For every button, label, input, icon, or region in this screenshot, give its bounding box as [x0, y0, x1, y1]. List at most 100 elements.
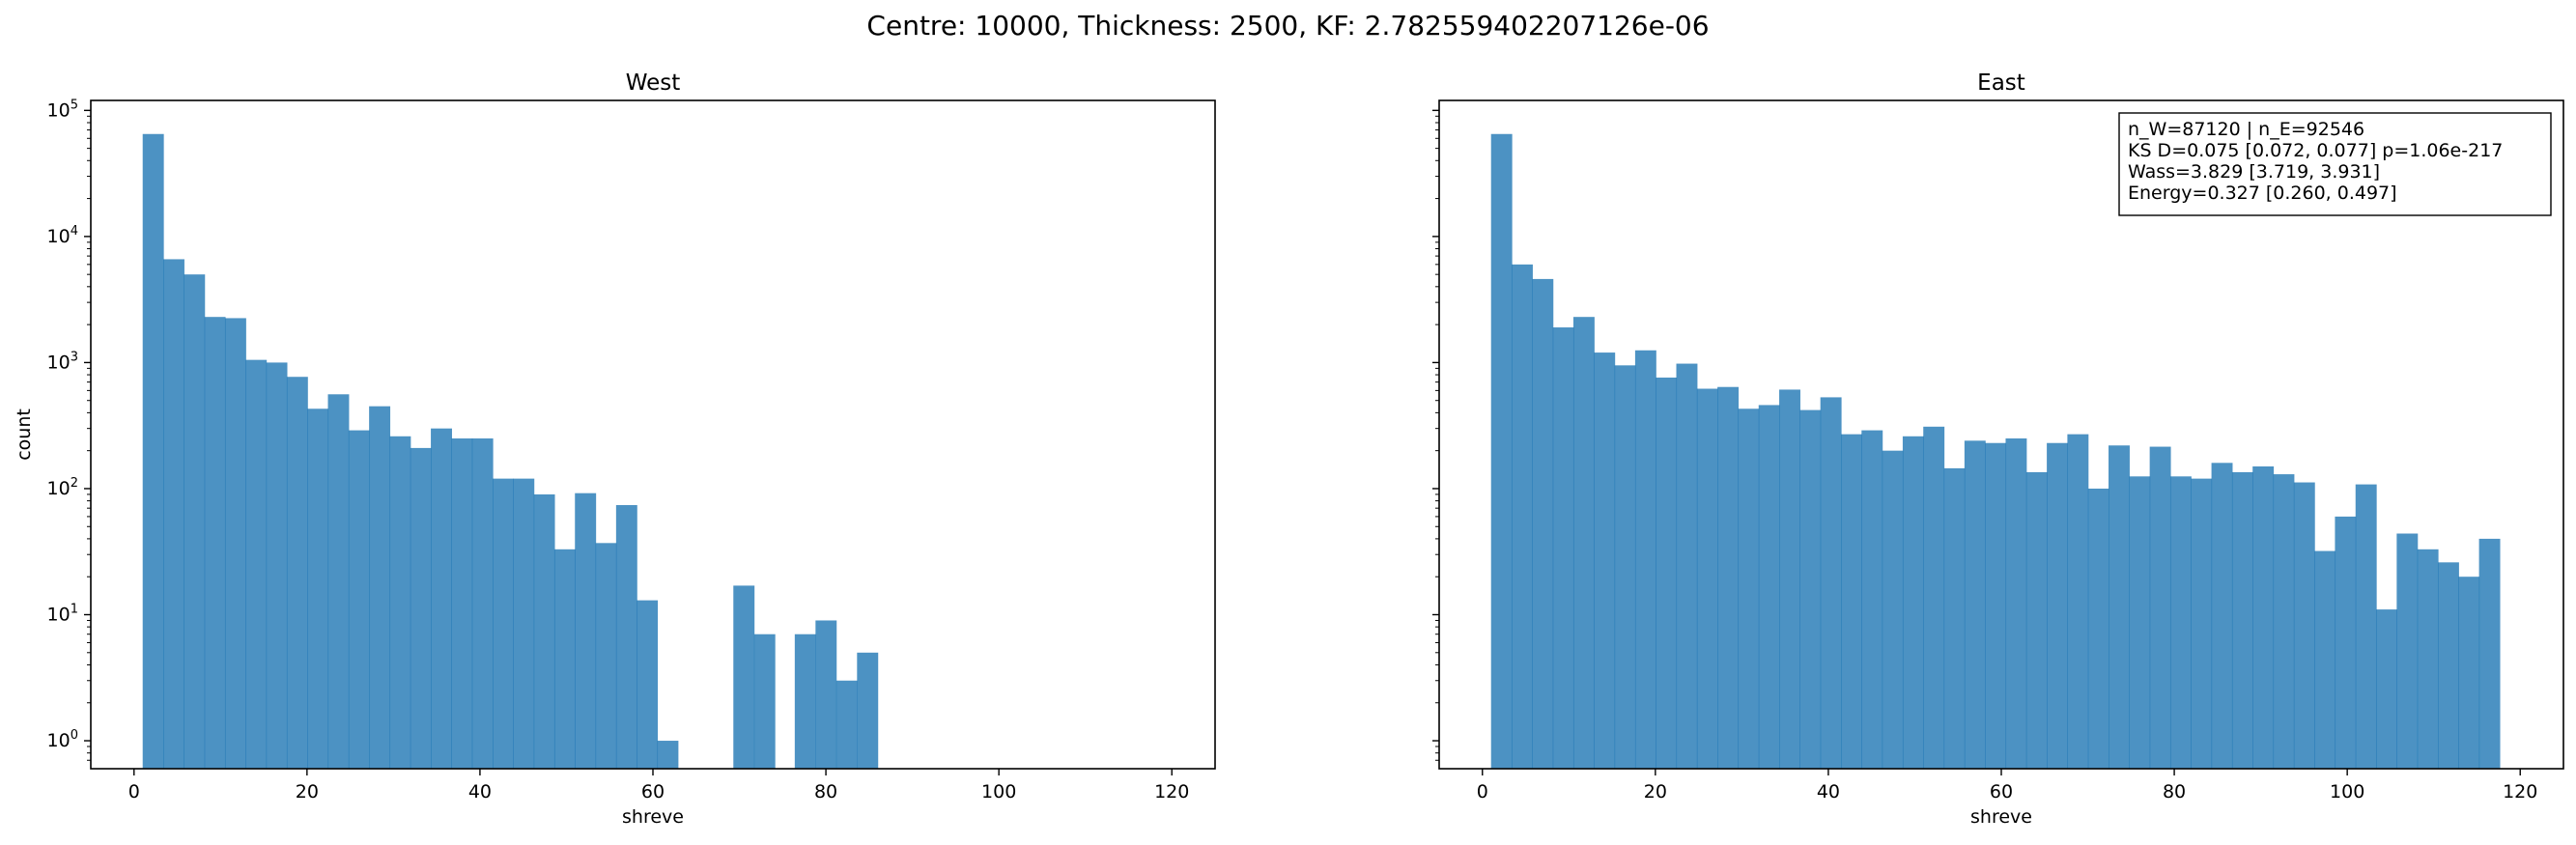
histogram-bar	[1717, 386, 1740, 769]
histogram-bar	[431, 428, 452, 769]
histogram-bar	[1532, 278, 1554, 769]
histogram-bar	[733, 585, 755, 769]
histogram-bar	[533, 493, 555, 769]
y-tick-label: 103	[47, 350, 78, 373]
histogram-bar	[245, 359, 268, 769]
x-tick-label: 40	[468, 781, 492, 803]
histogram-bar	[2273, 474, 2295, 769]
histogram-bar	[2211, 463, 2233, 769]
histogram-bar	[1923, 426, 1945, 769]
x-tick-label: 20	[296, 781, 319, 803]
histogram-bar	[1738, 408, 1760, 769]
histogram-bar	[389, 436, 411, 769]
histogram-bar	[2396, 533, 2419, 769]
x-tick-label: 120	[2503, 781, 2537, 803]
histogram-bar	[1490, 133, 1513, 769]
x-tick-label: 100	[2330, 781, 2364, 803]
histogram-bar	[307, 408, 329, 769]
histogram-bar	[163, 259, 184, 769]
histogram-bar	[492, 478, 514, 769]
histogram-bar	[1676, 363, 1698, 769]
y-axis-label: count	[14, 408, 35, 461]
histogram-bar	[1758, 405, 1780, 769]
histogram-bar	[1799, 409, 1822, 769]
histogram-bar	[327, 394, 350, 769]
histogram-bar	[2231, 471, 2253, 769]
y-tick-label: 105	[47, 98, 78, 121]
x-tick-label: 60	[1990, 781, 2013, 803]
histogram-bar	[1964, 440, 1986, 769]
x-tick-label: 0	[1477, 781, 1488, 803]
histogram-bar	[1985, 442, 2007, 769]
histogram-bar	[2376, 609, 2397, 769]
histogram-bar	[815, 620, 837, 769]
histogram-bar	[1572, 317, 1595, 769]
histogram-bar	[2252, 465, 2275, 769]
histogram-bar	[224, 318, 246, 769]
histogram-bar	[1861, 430, 1883, 769]
panel-title: West	[626, 70, 681, 96]
histogram-bar	[1656, 377, 1678, 769]
x-tick-label: 120	[1154, 781, 1189, 803]
x-tick-label: 80	[814, 781, 837, 803]
histogram-bar	[2417, 549, 2439, 769]
stats-annotation-box	[2118, 112, 2552, 216]
panel-east: East 0 20 40 60 80 100 120 shreve n_W=87120 | n_E…	[1432, 70, 2564, 828]
histogram-bar	[1820, 397, 1842, 769]
histogram-bar	[184, 274, 206, 769]
histogram-bar	[615, 505, 637, 769]
histogram-bar	[575, 493, 597, 769]
y-tick-label: 101	[47, 602, 78, 625]
x-tick-label: 0	[128, 781, 140, 803]
histogram-bar	[595, 543, 617, 769]
histogram-bar	[857, 652, 879, 769]
histogram-bar	[266, 362, 288, 769]
y-tick-label: 100	[47, 728, 78, 751]
histogram-bar	[451, 438, 473, 769]
stats-annotation-line: n_W=87120 | n_E=92546	[2128, 119, 2364, 140]
stats-annotation-line: Energy=0.327 [0.260, 0.497]	[2128, 183, 2397, 204]
x-axis-label: shreve	[1970, 806, 2032, 828]
histogram-bar	[2314, 550, 2336, 769]
x-tick-label: 20	[1644, 781, 1667, 803]
histogram-bar	[637, 600, 659, 769]
histogram-bar	[835, 680, 858, 769]
histogram-bar	[1552, 327, 1574, 769]
histogram-bar	[286, 377, 308, 769]
histogram-bar	[2005, 438, 2027, 769]
histogram-bar	[2025, 471, 2048, 769]
histogram-bar	[2355, 484, 2377, 769]
stats-annotation-line: KS D=0.075 [0.072, 0.077] p=1.06e-217	[2128, 140, 2503, 161]
histogram-bar	[142, 133, 164, 769]
histogram-bar	[1779, 389, 1800, 769]
histogram-bar	[2149, 446, 2171, 769]
histogram-bar	[348, 430, 370, 769]
histogram-bar	[2458, 577, 2480, 769]
histogram-bar	[1882, 450, 1904, 769]
histogram-bar	[410, 447, 432, 769]
histogram-bar	[2087, 488, 2109, 769]
y-tick-label: 104	[47, 224, 78, 247]
histogram-bar	[2335, 516, 2357, 769]
histogram-bar	[2191, 478, 2213, 769]
histogram-bar	[1512, 264, 1533, 770]
histogram-bar	[2478, 538, 2501, 769]
panel-west: West 0 20 40 60 80 100 120 shreve 100 101 102 103 104…	[14, 70, 1216, 828]
histogram-bar	[471, 438, 494, 769]
y-tick-label: 102	[47, 476, 78, 499]
histogram-bar	[369, 406, 391, 769]
histogram-bar	[1696, 388, 1718, 769]
histogram-bar	[657, 741, 679, 769]
x-tick-label: 60	[641, 781, 665, 803]
histogram-bar	[204, 317, 226, 769]
histogram-bar	[553, 549, 576, 769]
x-tick-label: 40	[1817, 781, 1840, 803]
histogram-bar	[2109, 445, 2130, 769]
histogram-bar	[2047, 442, 2069, 769]
x-tick-label: 80	[2163, 781, 2186, 803]
histogram-bar	[2293, 482, 2315, 769]
figure-title: Centre: 10000, Thickness: 2500, KF: 2.78…	[866, 10, 1710, 42]
histogram-bar	[513, 478, 535, 769]
histogram-bar	[2067, 434, 2089, 769]
